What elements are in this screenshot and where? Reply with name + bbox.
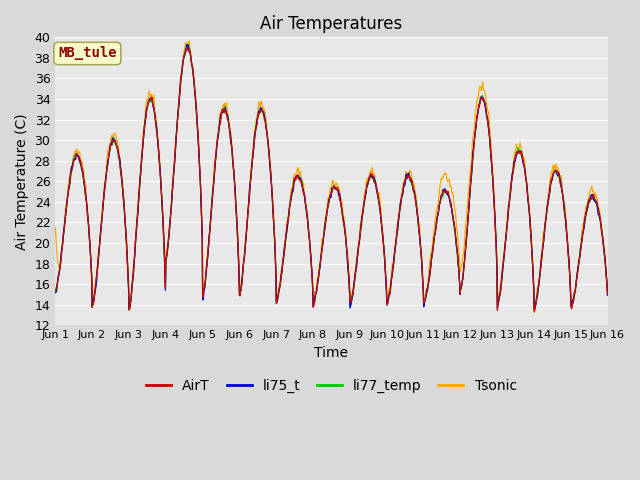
Y-axis label: Air Temperature (C): Air Temperature (C) (15, 113, 29, 250)
X-axis label: Time: Time (314, 346, 348, 360)
Legend: AirT, li75_t, li77_temp, Tsonic: AirT, li75_t, li77_temp, Tsonic (141, 373, 522, 399)
Title: Air Temperatures: Air Temperatures (260, 15, 403, 33)
Text: MB_tule: MB_tule (58, 47, 116, 60)
